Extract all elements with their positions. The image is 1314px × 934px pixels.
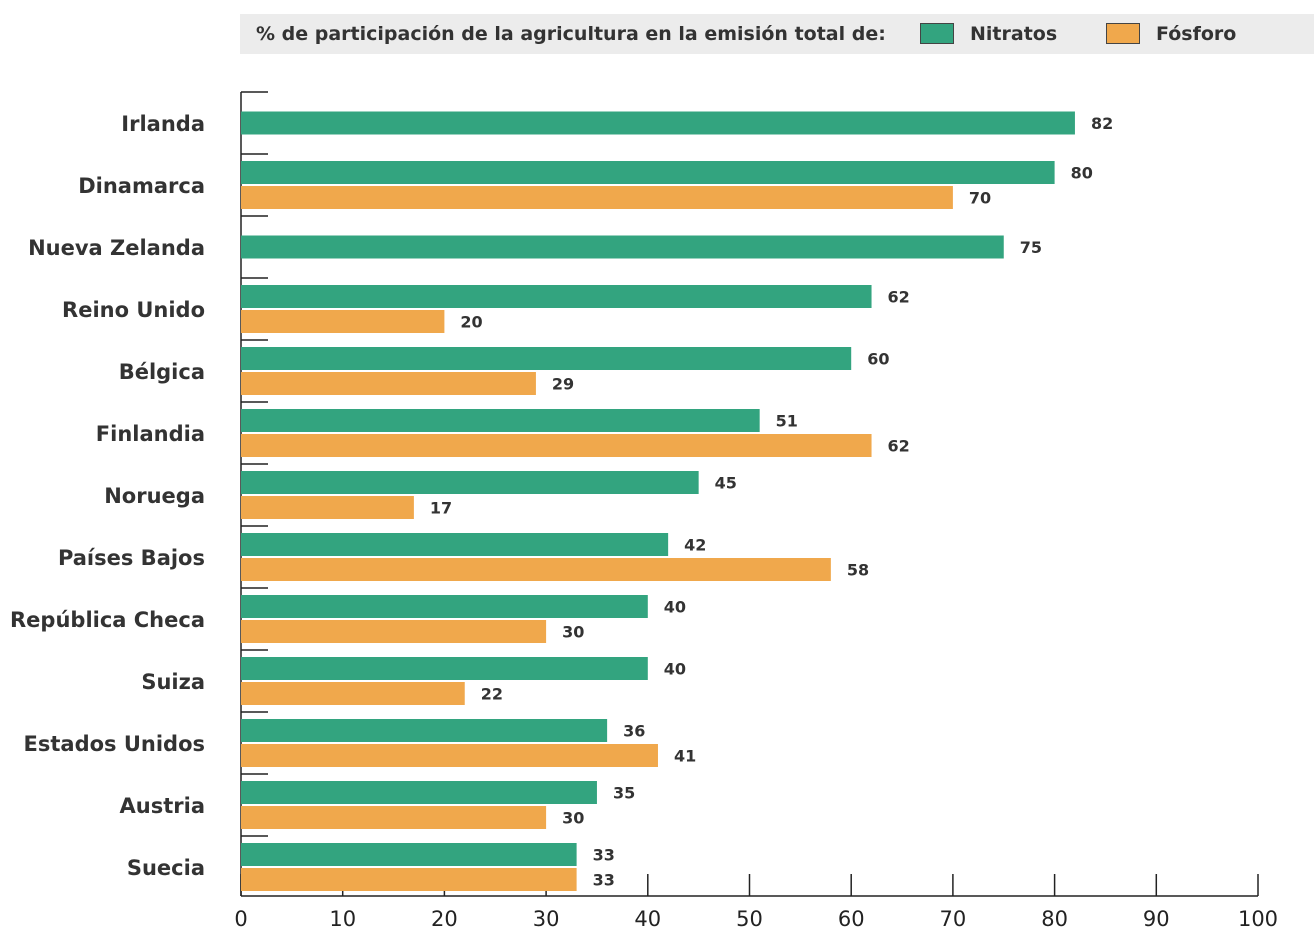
x-tick-label: 20 — [431, 907, 458, 931]
bar-fosforo — [241, 620, 547, 643]
bar-fosforo — [241, 868, 577, 891]
bar-nitratos — [241, 111, 1075, 135]
bar-fosforo — [241, 186, 953, 209]
data-label: 82 — [1091, 114, 1113, 133]
category-label: Finlandia — [96, 422, 205, 446]
x-tick-label: 30 — [533, 907, 560, 931]
x-tick-label: 40 — [634, 907, 661, 931]
data-label: 40 — [664, 598, 686, 617]
bar-fosforo — [241, 806, 547, 829]
bar-nitratos — [241, 533, 669, 556]
bar-fosforo — [241, 496, 414, 519]
x-tick-label: 10 — [329, 907, 356, 931]
data-label: 62 — [888, 437, 910, 456]
bar-nitratos — [241, 409, 760, 432]
bar-nitratos — [241, 471, 699, 494]
bar-fosforo — [241, 434, 872, 457]
x-tick-label: 60 — [838, 907, 865, 931]
data-label: 60 — [867, 350, 889, 369]
legend-label-nitratos: Nitratos — [970, 23, 1058, 45]
bar-nitratos — [241, 843, 577, 866]
data-label: 33 — [593, 871, 615, 890]
bar-nitratos — [241, 235, 1004, 259]
data-label: 33 — [593, 846, 615, 865]
category-label: Países Bajos — [58, 546, 205, 570]
data-label: 22 — [481, 685, 503, 704]
category-label: Estados Unidos — [24, 732, 205, 756]
legend-swatch-nitratos — [920, 23, 954, 44]
data-label: 30 — [562, 623, 584, 642]
legend-label-fosforo: Fósforo — [1156, 23, 1237, 45]
data-label: 51 — [776, 412, 798, 431]
data-label: 20 — [460, 313, 482, 332]
bar-fosforo — [241, 310, 445, 333]
data-label: 42 — [684, 536, 706, 555]
bar-fosforo — [241, 558, 831, 581]
legend-title: % de participación de la agricultura en … — [256, 23, 886, 45]
data-label: 41 — [674, 747, 696, 766]
category-label: Reino Unido — [62, 298, 205, 322]
x-tick-label: 50 — [736, 907, 763, 931]
x-tick-label: 70 — [940, 907, 967, 931]
legend-swatch-fosforo — [1106, 23, 1140, 44]
data-label: 30 — [562, 809, 584, 828]
category-label: República Checa — [10, 608, 205, 632]
bar-fosforo — [241, 682, 465, 705]
x-tick-label: 80 — [1041, 907, 1068, 931]
bar-nitratos — [241, 161, 1055, 184]
data-label: 45 — [715, 474, 737, 493]
category-label: Suecia — [127, 856, 205, 880]
data-label: 35 — [613, 784, 635, 803]
x-tick-label: 100 — [1238, 907, 1278, 931]
category-label: Nueva Zelanda — [28, 236, 205, 260]
data-label: 29 — [552, 375, 574, 394]
data-label: 17 — [430, 499, 452, 518]
data-label: 40 — [664, 660, 686, 679]
data-label: 58 — [847, 561, 869, 580]
bar-nitratos — [241, 657, 648, 680]
category-label: Noruega — [104, 484, 205, 508]
category-label: Dinamarca — [78, 174, 205, 198]
category-label: Suiza — [141, 670, 205, 694]
data-label: 80 — [1071, 164, 1093, 183]
bar-fosforo — [241, 744, 658, 767]
x-tick-label: 0 — [234, 907, 247, 931]
bar-fosforo — [241, 372, 536, 395]
data-label: 36 — [623, 722, 645, 741]
bar-nitratos — [241, 719, 608, 742]
data-label: 62 — [888, 288, 910, 307]
category-label: Bélgica — [119, 360, 205, 384]
bar-nitratos — [241, 781, 597, 804]
data-label: 70 — [969, 189, 991, 208]
category-label: Austria — [120, 794, 205, 818]
data-label: 75 — [1020, 238, 1042, 257]
bar-nitratos — [241, 595, 648, 618]
x-tick-label: 90 — [1143, 907, 1170, 931]
bar-nitratos — [241, 347, 852, 370]
category-label: Irlanda — [121, 112, 205, 136]
bar-nitratos — [241, 285, 872, 308]
legend: % de participación de la agricultura en … — [240, 14, 1314, 54]
